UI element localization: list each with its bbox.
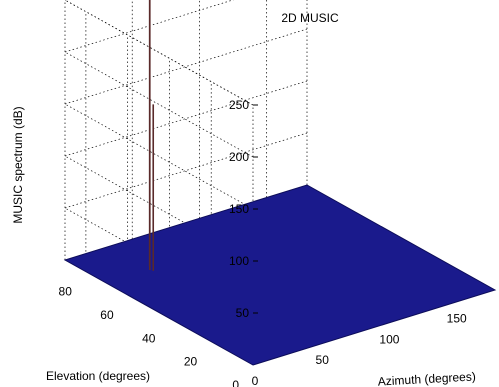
z-tick-label: 50	[236, 306, 250, 320]
y-tick-label: 0	[232, 378, 239, 387]
spectrum-surface	[63, 184, 497, 366]
z-axis-label: MUSIC spectrum (dB)	[11, 106, 25, 223]
z-tick-label: 100	[229, 254, 249, 268]
y-tick-label: 80	[59, 285, 73, 299]
peak-layer	[148, 0, 155, 271]
z-gridline-back	[64, 28, 308, 105]
z-gridline-left	[64, 51, 254, 158]
z-tick-label: 200	[229, 150, 249, 164]
x-axis-label: Azimuth (degrees)	[377, 369, 476, 387]
x-tick-label: 50	[316, 353, 330, 367]
z-gridline-left	[64, 103, 254, 210]
z-gridline-back	[64, 0, 234, 53]
y-tick-label: 20	[184, 355, 198, 369]
x-tick-label: 100	[379, 332, 399, 346]
y-tick-label: 60	[100, 308, 114, 322]
y-tick-label: 40	[142, 331, 156, 345]
surface-layer	[63, 184, 497, 366]
z-tick-label: 250	[229, 98, 249, 112]
grid-layer	[64, 0, 308, 365]
chart-title: 2D MUSIC	[281, 11, 339, 25]
z-gridline-back	[64, 80, 308, 157]
x-tick-label: 0	[252, 374, 259, 387]
tick-layer: 50 100 150 200 250 0 20 40 60 80 0 50 100 150	[59, 98, 467, 387]
z-gridline-left	[64, 0, 254, 106]
z-tick-label: 150	[229, 202, 249, 216]
y-axis-label: Elevation (degrees)	[46, 369, 150, 383]
x-tick-label: 150	[447, 312, 467, 326]
